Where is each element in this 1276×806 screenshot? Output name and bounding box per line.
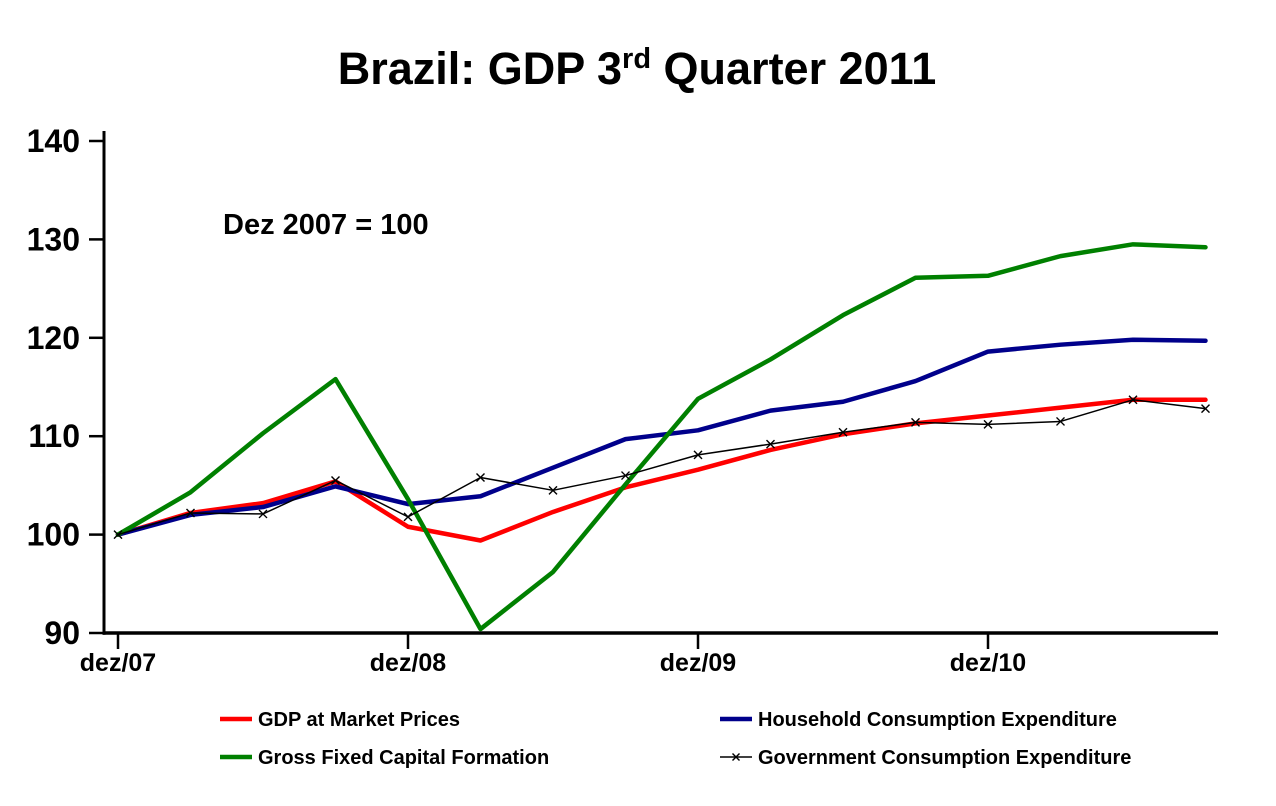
y-axis: 90 100 110 120 130 140	[27, 123, 106, 651]
marker-x-dez-10	[983, 419, 993, 429]
series-lines	[113, 242, 1210, 632]
series-markers-government-consumption-expenditure	[113, 395, 1210, 540]
marker-x-sep-11	[1201, 404, 1210, 414]
legend: GDP at Market Prices Household Consumptio…	[220, 709, 1131, 769]
series-line-gdp-at-market-prices	[115, 397, 1208, 543]
chart-title: Brazil: GDP 3rd Quarter 2011	[338, 43, 936, 94]
marker-x-dez-08	[403, 512, 413, 522]
marker-x-jun-10	[838, 427, 848, 437]
marker-x-mar-10	[766, 439, 775, 449]
marker-x-dez-09	[693, 450, 703, 460]
legend-marker-x-government-consumption-expenditure	[732, 753, 740, 761]
marker-x-sep-09	[621, 471, 630, 481]
y-tick-label-90: 90	[44, 615, 80, 651]
x-tick-label-dez-09: dez/09	[660, 649, 736, 677]
x-tick-label-dez-07: dez/07	[80, 649, 156, 677]
marker-x-sep-10	[911, 417, 920, 427]
y-tick-label-100: 100	[27, 517, 80, 553]
marker-x-dez-07	[113, 530, 123, 540]
marker-x-mar-09	[476, 473, 485, 483]
y-tick-label-130: 130	[27, 221, 80, 257]
series-line-gross-fixed-capital-formation	[115, 242, 1208, 632]
legend-label-gdp-at-market-prices: GDP at Market Prices	[258, 709, 460, 731]
marker-x-mar-08	[186, 508, 195, 518]
axis-scale-note: Dez 2007 = 100	[223, 209, 429, 241]
marker-x-mar-11	[1056, 416, 1065, 426]
legend-item-gross-fixed-capital-formation: Gross Fixed Capital Formation	[220, 747, 549, 769]
series-line-government-consumption-expenditure	[117, 399, 1207, 536]
x-axis: dez/07 dez/08 dez/09 dez/10	[80, 631, 1218, 677]
marker-x-jun-11	[1128, 395, 1138, 405]
legend-label-government-consumption-expenditure: Government Consumption Expenditure	[758, 747, 1131, 769]
legend-label-gross-fixed-capital-formation: Gross Fixed Capital Formation	[258, 747, 549, 769]
legend-item-household-consumption-expenditure: Household Consumption Expenditure	[720, 709, 1117, 731]
legend-label-household-consumption-expenditure: Household Consumption Expenditure	[758, 709, 1117, 731]
marker-x-jun-08	[258, 509, 268, 519]
y-tick-label-110: 110	[28, 418, 80, 454]
x-tick-label-dez-10: dez/10	[950, 649, 1026, 677]
y-tick-label-140: 140	[27, 123, 80, 159]
x-tick-label-dez-08: dez/08	[370, 649, 447, 677]
y-tick-label-120: 120	[27, 320, 80, 356]
marker-x-sep-08	[331, 475, 340, 485]
legend-item-government-consumption-expenditure: Government Consumption Expenditure	[720, 747, 1131, 769]
marker-x-jun-09	[548, 485, 558, 495]
legend-item-gdp-at-market-prices: GDP at Market Prices	[220, 709, 460, 731]
